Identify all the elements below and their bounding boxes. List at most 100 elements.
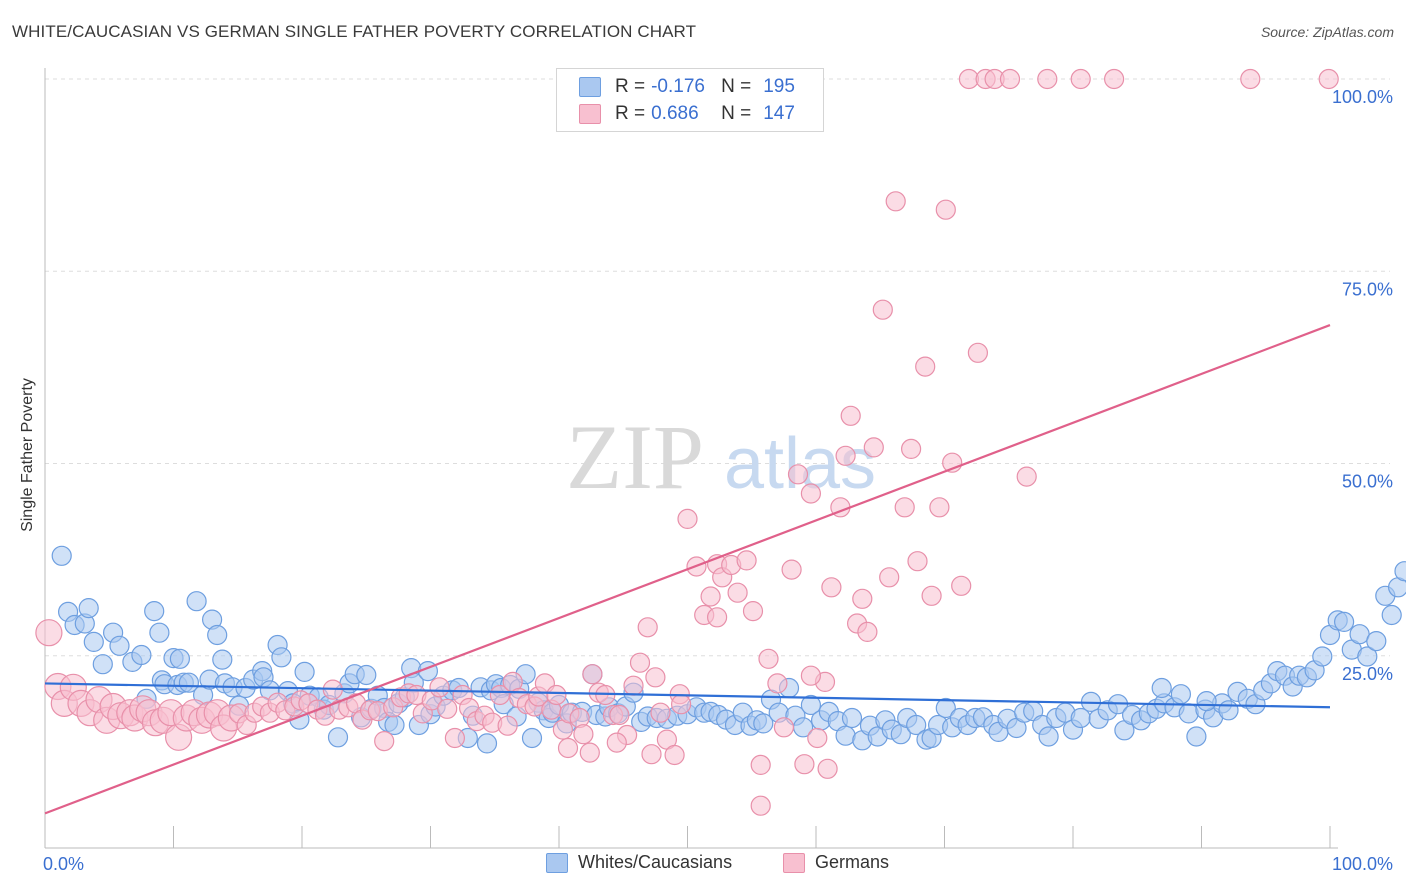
point-germans [546,684,567,706]
point-whites [83,631,104,653]
axes [44,68,1338,849]
point-whites [109,635,130,656]
legend-n-value-whites: 195 [763,76,795,97]
gridlines [45,78,1390,657]
point-germans [1016,466,1037,487]
bottom-legend-label-germans: Germans [815,852,890,872]
bottom-legend-whites[interactable]: Whites/Caucasians [546,852,732,873]
point-germans [863,437,884,458]
point-whites [1170,684,1192,705]
point-whites [51,545,72,566]
point-whites [476,733,498,754]
point-germans [437,698,458,719]
point-germans [429,677,450,698]
point-whites [1333,611,1355,633]
point-germans [817,758,838,779]
point-germans [907,551,928,572]
point-germans [967,342,989,363]
point-germans [727,582,748,603]
point-germans [852,588,873,609]
point-germans [700,586,721,607]
point-whites [1178,703,1199,724]
point-germans [900,438,922,459]
point-germans [821,577,842,598]
point-germans [637,617,658,638]
y-tick-label: 75.0% [1342,279,1393,299]
legend-n-label: N = [721,103,752,124]
point-germans [935,199,956,220]
point-whites [841,707,863,729]
point-whites [1357,646,1378,667]
point-germans [781,559,802,580]
point-whites [186,591,207,612]
point-germans [650,702,671,723]
point-whites [1070,707,1091,729]
watermark: ZIP atlas [566,406,876,508]
point-germans [915,356,936,377]
point-whites [935,697,956,719]
bottom-legend-swatch-germans [783,852,805,873]
point-whites [835,725,856,746]
point-germans [670,694,692,715]
watermark-zip: ZIP [566,406,704,508]
point-whites [753,713,774,734]
point-whites [144,600,165,622]
trend-lines [44,324,1331,815]
point-whites [521,727,543,749]
watermark-atlas: atlas [724,424,876,504]
point-whites [356,664,377,686]
legend-n-value-germans: 147 [763,103,795,124]
point-germans [374,730,395,752]
point-germans [444,727,465,749]
point-germans [1070,68,1091,90]
legend-row-germans: R = 0.686 N = 147 [579,102,795,126]
point-germans [872,299,893,320]
point-germans [787,464,809,485]
legend-r-value-germans: 0.686 [651,103,699,124]
trend-line-whites [44,682,1331,709]
y-tick-label: 100.0% [1332,87,1393,107]
legend-swatch-whites [579,77,601,97]
legend-row-whites: R = -0.176 N = 195 [579,75,795,99]
point-whites [212,649,233,670]
point-germans [800,483,822,504]
point-whites [294,661,315,683]
point-whites [1196,690,1217,712]
point-whites [131,644,152,666]
point-whites [178,672,199,693]
bottom-legend-label-whites: Whites/Caucasians [578,852,733,872]
point-germans [645,667,666,688]
bottom-legend-germans[interactable]: Germans [783,852,889,873]
point-germans [664,744,685,766]
point-whites [800,694,822,716]
point-germans [794,754,815,775]
series-germans-points [35,68,1339,816]
point-germans [497,715,518,736]
x-tick-label: 100.0% [1332,854,1393,874]
point-germans [767,673,788,694]
legend-r-label: R = [615,76,646,97]
point-whites [207,624,228,646]
point-whites [1366,630,1387,652]
point-whites [1151,677,1172,699]
point-whites [1394,561,1406,582]
bottom-legend: Whites/Caucasians Germans [0,852,1406,876]
point-germans [742,600,764,622]
point-germans [736,550,757,571]
point-germans [835,445,856,466]
point-germans [706,607,728,628]
point-germans [879,567,900,588]
chart-title: WHITE/CAUCASIAN VS GERMAN SINGLE FATHER … [12,22,697,41]
point-germans [999,68,1021,90]
point-germans [1103,68,1125,90]
point-germans [579,742,600,763]
point-germans [489,684,510,706]
point-germans [677,508,698,530]
legend-n-label: N = [721,76,752,97]
point-germans [951,575,972,596]
legend-swatch-germans [579,104,601,124]
point-germans [750,754,771,776]
point-germans [629,652,651,673]
point-germans [807,727,828,749]
